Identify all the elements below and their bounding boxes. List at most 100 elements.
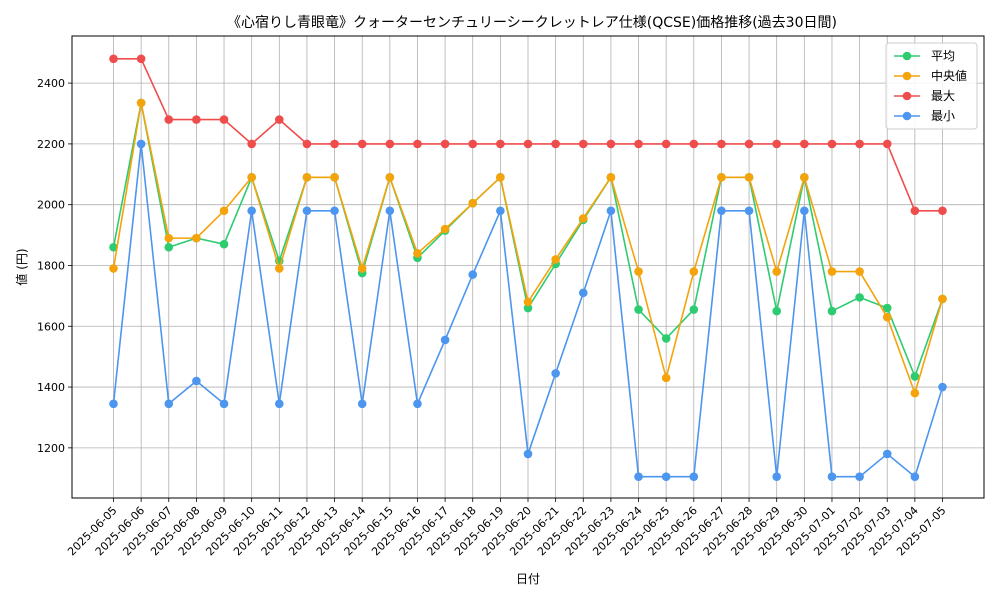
legend-marker	[902, 91, 912, 101]
data-point	[275, 264, 284, 273]
data-point	[192, 115, 201, 124]
data-point	[164, 242, 174, 252]
data-point	[717, 173, 726, 182]
data-point	[247, 173, 256, 182]
data-point	[800, 173, 809, 182]
data-point	[910, 472, 920, 482]
data-point	[882, 139, 892, 149]
data-point	[164, 399, 174, 409]
data-point	[772, 472, 781, 482]
data-point	[219, 115, 229, 124]
data-point	[910, 372, 920, 381]
data-point	[496, 139, 505, 149]
data-point	[523, 303, 533, 313]
y-tick-label: 2000	[37, 199, 65, 212]
data-point	[882, 449, 892, 459]
data-point	[827, 472, 837, 482]
data-point	[910, 206, 920, 216]
data-point	[827, 139, 837, 149]
data-point	[744, 139, 754, 149]
data-point	[496, 173, 505, 182]
y-axis: 1200 1400 1600 1800 2000 2200 2400	[37, 77, 72, 455]
data-point	[468, 270, 478, 279]
data-point	[385, 139, 395, 149]
y-tick-label: 1600	[37, 320, 65, 333]
data-point	[219, 399, 229, 409]
data-point	[523, 139, 533, 149]
data-point	[882, 312, 892, 322]
data-point	[247, 206, 256, 216]
data-point	[938, 294, 947, 304]
legend-marker	[902, 111, 912, 121]
data-point	[523, 449, 533, 459]
x-axis-label: 日付	[516, 572, 540, 586]
data-point	[164, 115, 174, 124]
data-point	[717, 139, 726, 149]
data-point	[413, 139, 422, 149]
y-tick-label: 1200	[37, 442, 65, 455]
legend-label: 平均	[931, 49, 955, 63]
data-point	[136, 98, 146, 108]
data-point	[330, 206, 339, 216]
data-point	[109, 399, 118, 409]
data-point	[689, 305, 699, 314]
legend-item: 最大	[894, 89, 955, 103]
data-point	[357, 264, 367, 273]
data-point	[385, 206, 395, 216]
legend-item: 最小	[894, 109, 955, 123]
data-point	[910, 388, 920, 398]
data-point	[661, 139, 671, 149]
legend-marker	[902, 71, 912, 81]
data-point	[330, 139, 339, 149]
data-point	[772, 139, 781, 149]
data-point	[523, 297, 533, 307]
data-point	[689, 472, 699, 482]
legend-frame	[885, 42, 978, 130]
data-point	[219, 206, 229, 216]
data-point	[330, 173, 339, 182]
data-point	[357, 399, 367, 409]
data-point	[109, 264, 118, 273]
data-point	[634, 139, 643, 149]
data-point	[634, 472, 643, 482]
data-point	[275, 115, 284, 124]
data-point	[855, 139, 864, 149]
legend-label: 最小	[931, 109, 955, 123]
data-point	[551, 139, 560, 149]
data-point	[938, 382, 947, 392]
data-point	[136, 54, 146, 64]
data-point	[744, 173, 754, 182]
series-4	[109, 139, 947, 482]
data-point	[606, 206, 616, 216]
data-point	[440, 139, 450, 149]
data-point	[551, 369, 560, 378]
data-point	[440, 224, 450, 234]
data-point	[855, 472, 864, 482]
data-point	[468, 198, 478, 208]
data-point	[578, 214, 588, 223]
data-point	[109, 242, 118, 252]
y-tick-label: 2200	[37, 138, 65, 151]
data-point	[496, 206, 505, 216]
legend-marker	[902, 51, 912, 61]
data-point	[109, 54, 118, 64]
data-point	[938, 206, 947, 216]
data-point	[772, 267, 781, 276]
data-point	[275, 399, 284, 409]
grid	[72, 36, 984, 498]
data-point	[606, 139, 616, 149]
data-point	[689, 139, 699, 149]
data-point	[247, 139, 256, 149]
data-point	[634, 305, 643, 314]
data-point	[882, 303, 892, 313]
data-point	[385, 173, 395, 182]
series-group	[109, 54, 947, 482]
data-point	[827, 306, 837, 316]
legend-label: 中央値	[931, 68, 967, 83]
data-point	[827, 267, 837, 276]
data-point	[302, 173, 312, 182]
y-tick-label: 2400	[37, 77, 65, 90]
data-point	[800, 139, 809, 149]
data-point	[136, 139, 146, 149]
